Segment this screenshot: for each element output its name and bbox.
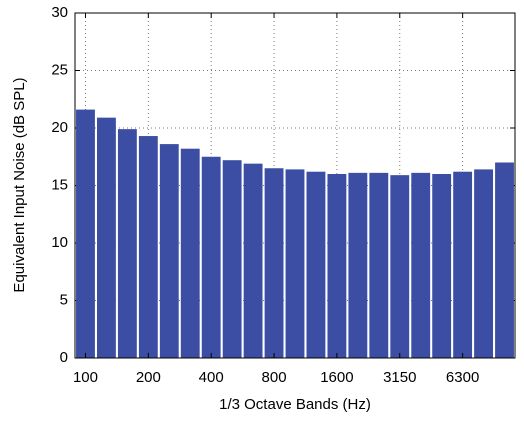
bar — [369, 172, 389, 358]
bar — [390, 175, 410, 358]
x-tick-label: 800 — [262, 369, 287, 386]
y-tick-label: 25 — [51, 61, 68, 78]
bar — [495, 162, 514, 358]
bar — [180, 148, 200, 358]
x-tick-label: 1600 — [320, 369, 353, 386]
bar — [159, 144, 179, 358]
bar — [201, 156, 221, 358]
bar — [138, 136, 158, 358]
y-tick-label: 30 — [51, 4, 68, 21]
bar — [474, 169, 493, 358]
axes-box — [74, 12, 516, 359]
x-axis-label: 1/3 Octave Bands (Hz) — [219, 396, 371, 413]
y-tick-label: 20 — [51, 119, 68, 136]
y-axis-label: Equivalent Input Noise (dB SPL) — [11, 77, 28, 292]
y-tick-label: 0 — [60, 349, 68, 366]
y-tick-label: 15 — [51, 176, 68, 193]
x-tick-label: 400 — [199, 369, 224, 386]
y-tick-label: 5 — [60, 291, 68, 308]
bar — [285, 169, 305, 358]
bar — [348, 172, 368, 358]
bar — [243, 163, 263, 358]
bar — [117, 129, 137, 358]
bar — [327, 174, 347, 358]
bar — [432, 174, 452, 358]
y-tick-label: 10 — [51, 234, 68, 251]
x-tick-label: 200 — [136, 369, 161, 386]
bar — [306, 171, 326, 358]
bar — [453, 171, 473, 358]
x-tick-label: 3150 — [383, 369, 416, 386]
bar — [411, 172, 431, 358]
bar — [264, 168, 284, 358]
bar — [76, 109, 95, 358]
x-tick-label: 6300 — [446, 369, 479, 386]
bar — [222, 160, 242, 358]
bar — [97, 117, 116, 359]
x-tick-label: 100 — [73, 369, 98, 386]
